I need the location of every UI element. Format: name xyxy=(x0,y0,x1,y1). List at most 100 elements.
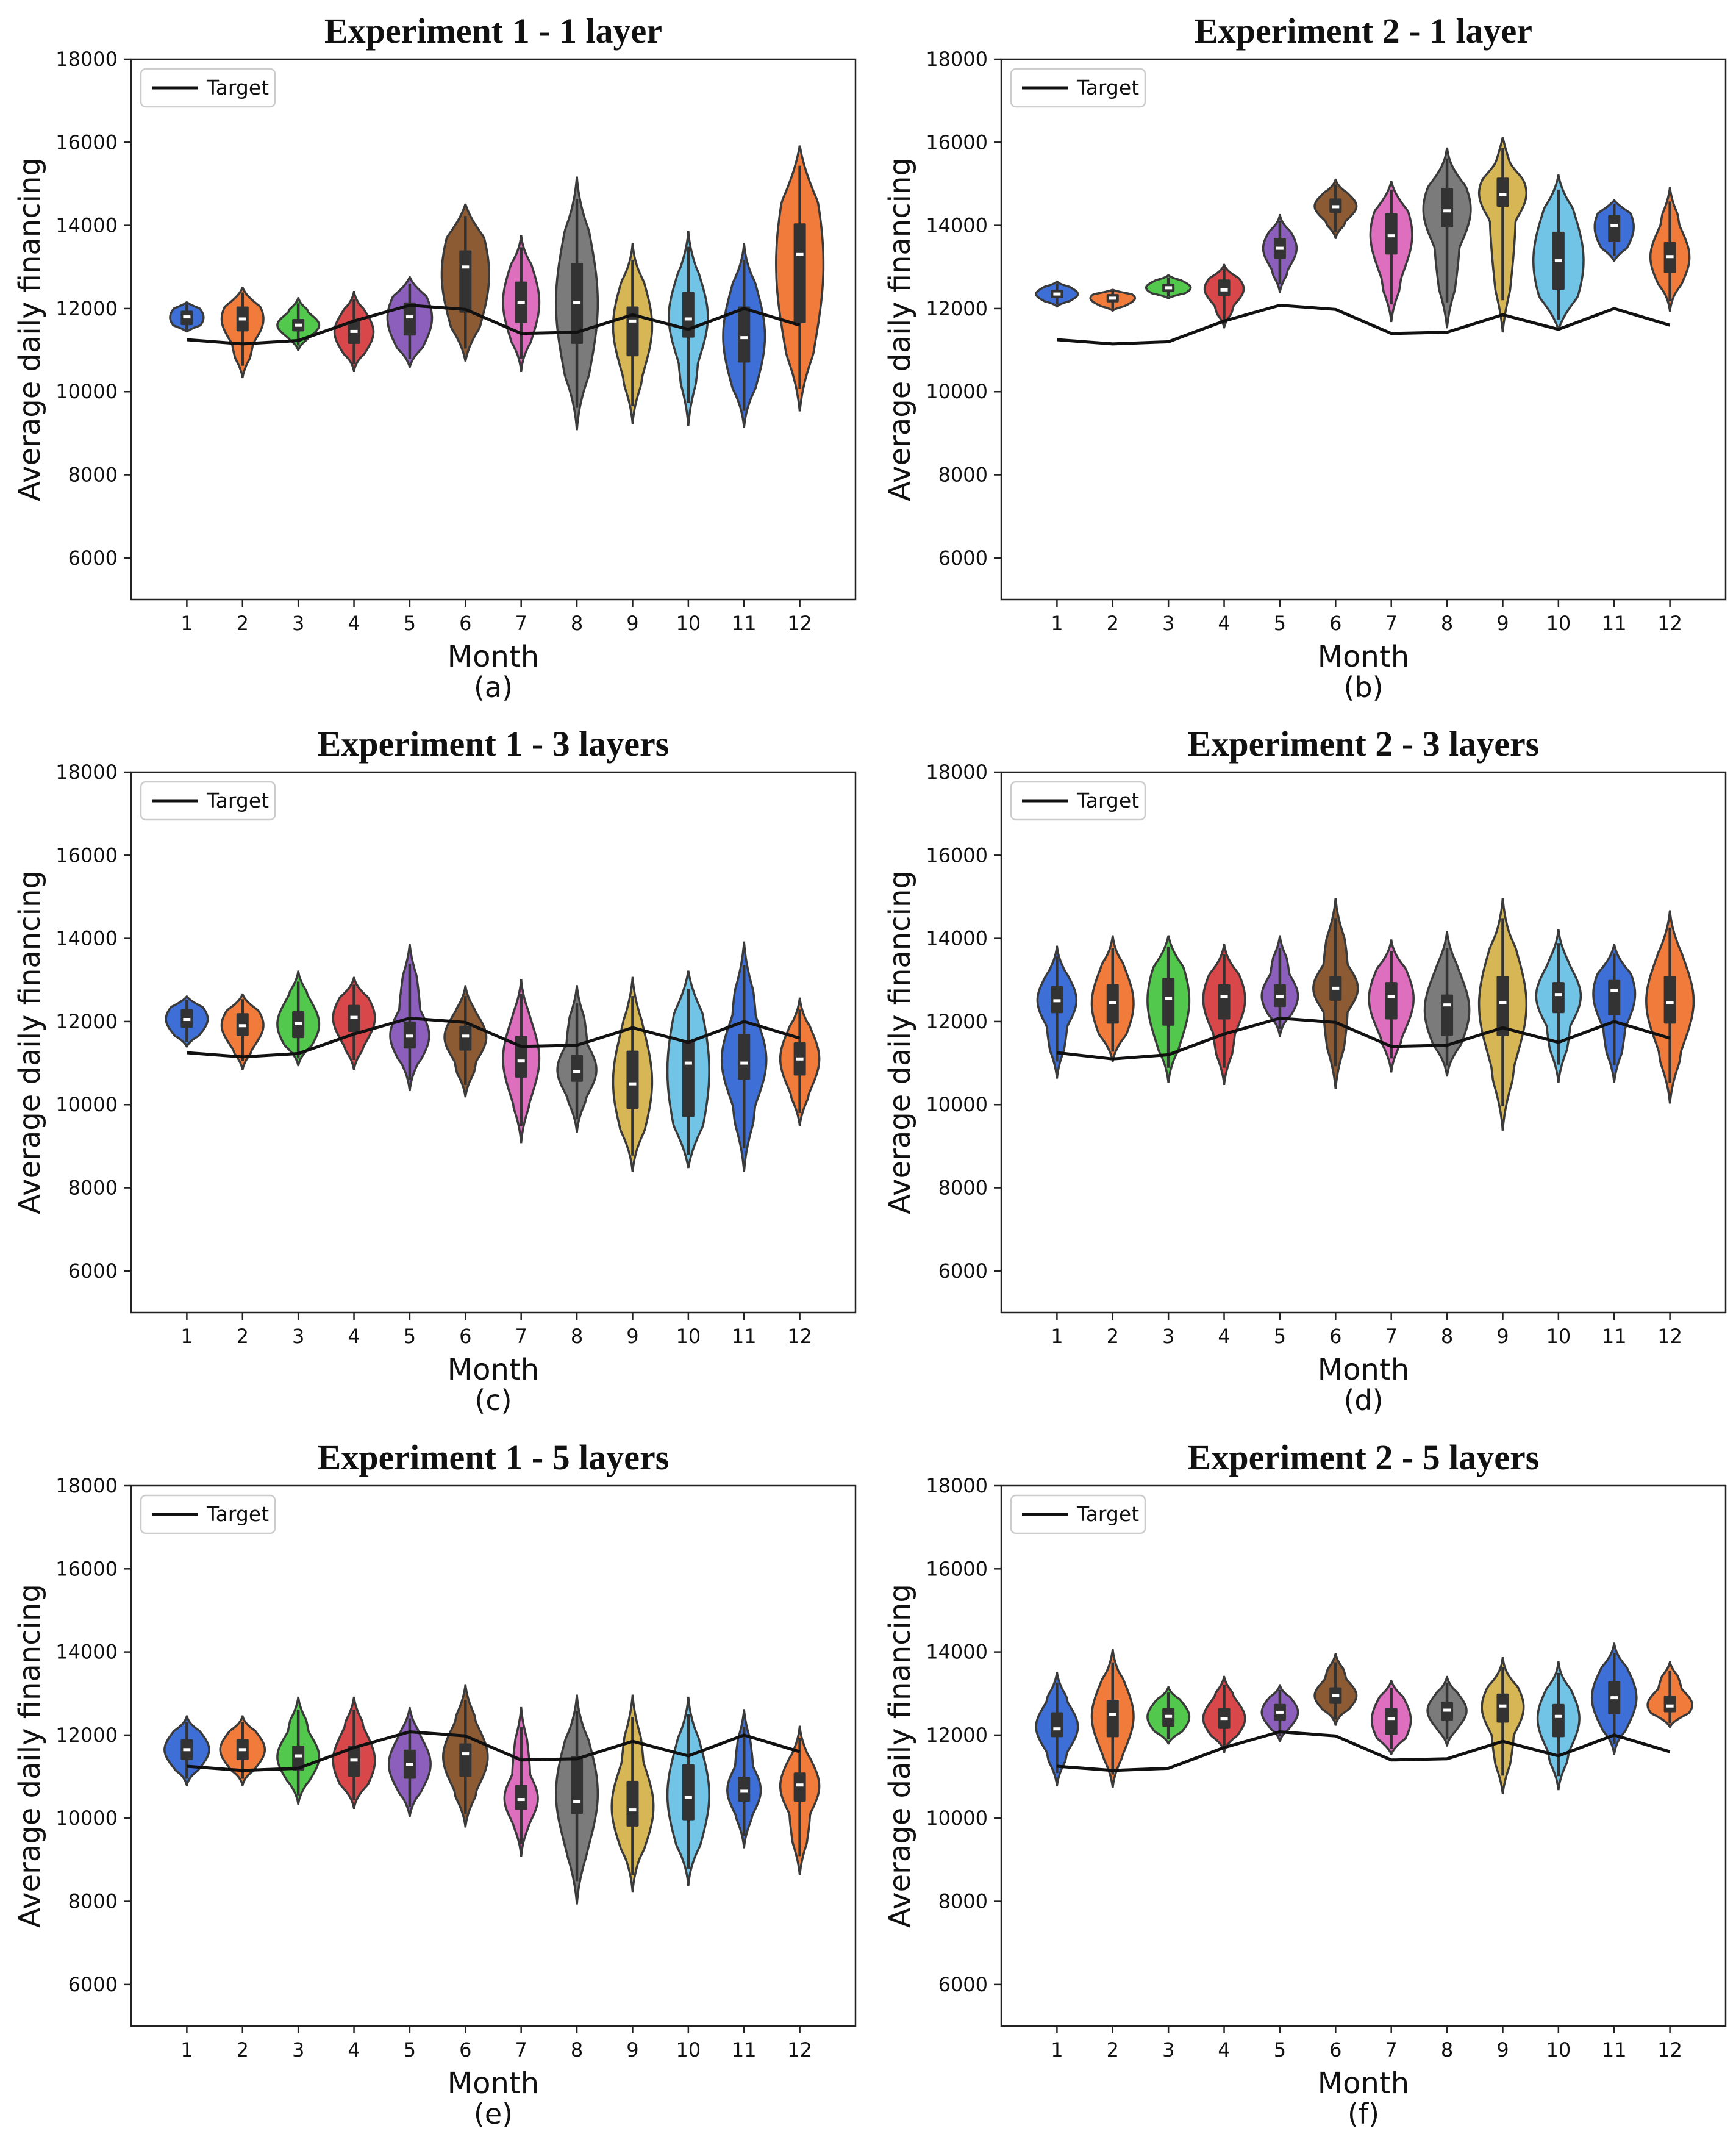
x-tick-label: 1 xyxy=(1051,1325,1063,1348)
median-month-8 xyxy=(1443,1003,1451,1007)
median-month-3 xyxy=(1165,997,1173,1000)
x-tick-label: 6 xyxy=(1329,1325,1341,1348)
x-tick-label: 10 xyxy=(676,612,701,635)
y-tick-label: 18000 xyxy=(926,48,988,71)
x-tick-label: 12 xyxy=(1657,612,1682,635)
violins xyxy=(1035,137,1691,333)
y-axis-label: Average daily financing xyxy=(13,157,47,501)
legend: Target xyxy=(140,68,276,108)
x-tick-label: 4 xyxy=(1218,2038,1230,2061)
iqr-box-month-11 xyxy=(738,1034,751,1080)
x-tick-label: 4 xyxy=(1218,612,1230,635)
x-tick-label: 11 xyxy=(1602,1325,1627,1348)
x-tick-label: 3 xyxy=(1162,2038,1174,2061)
x-tick-label: 1 xyxy=(1051,612,1063,635)
median-month-12 xyxy=(1666,1001,1674,1004)
violins xyxy=(165,941,821,1173)
y-axis-label: Average daily financing xyxy=(883,157,917,501)
chart-title: Experiment 2 - 3 layers xyxy=(1188,724,1540,764)
x-tick-label: 10 xyxy=(1546,1325,1571,1348)
y-tick-label: 10000 xyxy=(55,1093,118,1116)
panel-a: Experiment 1 - 1 layer 6000 8000 10000 12000… xyxy=(13,11,857,704)
y-tick-label: 10000 xyxy=(55,1807,118,1830)
iqr-box-month-12 xyxy=(793,1772,806,1802)
y-tick-label: 16000 xyxy=(926,1557,988,1580)
legend-label: Target xyxy=(1076,76,1139,99)
plot-frame xyxy=(1000,771,1727,1314)
legend: Target xyxy=(140,781,276,821)
panel-e: Experiment 1 - 5 layers 6000 8000 10000 1200… xyxy=(13,1438,857,2130)
iqr-box-month-10 xyxy=(1552,1703,1565,1738)
y-tick-label: 16000 xyxy=(55,1557,118,1580)
y-tick-label: 14000 xyxy=(55,927,118,950)
plot-frame xyxy=(130,58,857,601)
panel-label: (f) xyxy=(1348,2097,1379,2130)
median-month-5 xyxy=(405,315,413,319)
median-month-2 xyxy=(1109,1713,1116,1716)
median-month-4 xyxy=(350,1015,358,1019)
iqr-box-month-4 xyxy=(1218,984,1231,1020)
legend-label: Target xyxy=(1076,789,1139,812)
iqr-box-month-4 xyxy=(1218,279,1231,296)
iqr-box-month-9 xyxy=(1496,1693,1509,1723)
median-month-11 xyxy=(1610,224,1618,227)
legend-box xyxy=(1010,1494,1146,1534)
iqr-box-month-10 xyxy=(682,292,695,338)
median-month-2 xyxy=(238,1024,246,1028)
y-tick-label: 10000 xyxy=(926,1807,988,1830)
iqr-box-month-7 xyxy=(1385,213,1398,255)
panel-c: Experiment 1 - 3 layers 6000 8000 10000 1200… xyxy=(13,724,857,1417)
chart-title: Experiment 1 - 5 layers xyxy=(318,1438,670,1477)
x-tick-label: 1 xyxy=(1051,2038,1063,2061)
x-axis-label: Month xyxy=(448,1353,539,1387)
x-tick-label: 6 xyxy=(459,612,471,635)
median-month-12 xyxy=(1666,255,1674,259)
x-tick-label: 8 xyxy=(571,612,583,635)
y-axis-label: Average daily financing xyxy=(13,870,47,1214)
chart-title: Experiment 2 - 5 layers xyxy=(1188,1438,1540,1477)
median-month-11 xyxy=(740,336,748,340)
x-tick-label: 12 xyxy=(787,2038,812,2061)
y-tick-label: 8000 xyxy=(68,1176,118,1200)
y-tick-label: 10000 xyxy=(926,380,988,403)
iqr-box-month-3 xyxy=(292,1745,305,1771)
chart-title: Experiment 1 - 3 layers xyxy=(318,724,670,764)
iqr-box-month-11 xyxy=(1608,215,1621,242)
iqr-box-month-9 xyxy=(1496,177,1509,207)
x-tick-label: 11 xyxy=(1602,612,1627,635)
iqr-box-month-1 xyxy=(1051,1712,1063,1738)
x-tick-label: 2 xyxy=(1107,2038,1119,2061)
iqr-box-month-10 xyxy=(682,1764,695,1821)
chart-title: Experiment 1 - 1 layer xyxy=(324,11,662,51)
iqr-box-month-9 xyxy=(626,306,639,357)
y-tick-label: 12000 xyxy=(55,1724,118,1747)
median-month-6 xyxy=(1332,1694,1340,1697)
x-tick-label: 6 xyxy=(459,2038,471,2061)
x-tick-label: 9 xyxy=(626,612,638,635)
median-month-1 xyxy=(183,1748,191,1752)
median-month-10 xyxy=(684,1796,692,1799)
median-month-11 xyxy=(1610,1696,1618,1700)
legend-label: Target xyxy=(206,789,269,812)
median-month-7 xyxy=(1387,234,1395,238)
median-month-7 xyxy=(1387,995,1395,998)
median-month-6 xyxy=(1332,986,1340,990)
median-month-2 xyxy=(1109,296,1116,300)
x-tick-label: 1 xyxy=(180,1325,193,1348)
median-month-3 xyxy=(295,323,302,327)
y-axis-label: Average daily financing xyxy=(883,1584,917,1928)
x-tick-label: 8 xyxy=(1441,612,1453,635)
iqr-box-month-9 xyxy=(626,1050,639,1109)
median-month-10 xyxy=(1554,1714,1562,1718)
y-tick-label: 8000 xyxy=(938,464,988,487)
median-month-9 xyxy=(1499,1704,1507,1708)
median-month-10 xyxy=(1554,993,1562,997)
median-month-11 xyxy=(740,1061,748,1065)
median-month-8 xyxy=(573,301,581,304)
panel-label: (e) xyxy=(474,2097,513,2130)
x-tick-label: 12 xyxy=(787,1325,812,1348)
y-tick-label: 8000 xyxy=(68,464,118,487)
legend-box xyxy=(1010,781,1146,821)
x-tick-label: 5 xyxy=(1274,612,1286,635)
y-tick-label: 18000 xyxy=(926,761,988,784)
